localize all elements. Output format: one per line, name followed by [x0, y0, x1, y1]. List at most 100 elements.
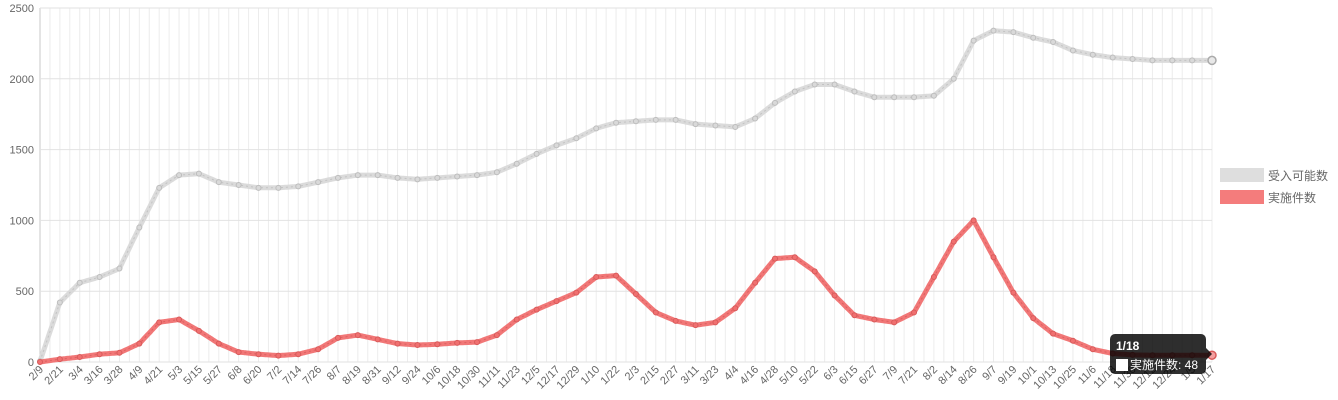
x-tick-label: 2/15 [638, 364, 662, 388]
data-point [712, 319, 719, 326]
x-axis-tick-labels: 2/92/21 3/43/163/28 4/94/21 5/35/155/27 6/86… [27, 364, 1218, 392]
legend-label-capacity: 受入可能数 [1268, 168, 1329, 183]
data-point [176, 316, 183, 323]
data-point [533, 306, 540, 313]
tooltip-title: 1/18 [1116, 339, 1140, 353]
data-point [851, 312, 858, 319]
data-point [970, 37, 977, 44]
data-point [414, 342, 421, 349]
data-point [116, 349, 123, 356]
data-point [990, 254, 997, 261]
capacity-end-point [1207, 55, 1217, 66]
x-tick-label: 9/24 [400, 364, 424, 388]
series-1 [37, 217, 1215, 365]
legend-swatch-performed [1220, 190, 1264, 204]
data-point [613, 119, 620, 126]
data-point [315, 179, 322, 186]
legend-item-capacity[interactable]: 受入可能数 [1220, 164, 1328, 186]
data-point [613, 272, 620, 279]
series-line [37, 28, 1215, 364]
data-point [692, 121, 699, 128]
x-tick-label: 1/10 [579, 364, 603, 388]
data-point [1169, 57, 1176, 64]
legend-label-performed: 実施件数 [1268, 190, 1317, 205]
x-tick-label: 8/19 [340, 364, 364, 388]
x-tick-label: 9/19 [996, 364, 1020, 388]
x-tick-label: 11/23 [495, 364, 522, 391]
data-point [315, 346, 322, 353]
data-point [136, 340, 143, 347]
data-point [56, 299, 63, 306]
data-point [652, 116, 659, 123]
data-point [374, 172, 381, 179]
data-point [911, 309, 918, 316]
data-point [990, 27, 997, 34]
legend-item-performed[interactable]: 実施件数 [1220, 186, 1328, 208]
data-point [891, 94, 898, 101]
x-tick-label: 10/30 [455, 364, 483, 392]
data-point [573, 135, 580, 142]
data-point [771, 99, 778, 106]
data-point [235, 349, 242, 356]
data-point [791, 88, 798, 95]
data-point [215, 340, 222, 347]
data-point [454, 339, 461, 346]
x-tick-label: 7/26 [301, 364, 325, 388]
x-tick-label: 4/21 [142, 364, 166, 388]
data-point [553, 142, 560, 149]
data-point [394, 340, 401, 347]
x-tick-label: 3/11 [679, 364, 702, 387]
data-point [176, 172, 183, 179]
y-tick-label: 0 [28, 357, 34, 369]
data-point [255, 351, 262, 358]
data-point [374, 336, 381, 343]
data-point [96, 274, 103, 281]
data-point [354, 332, 361, 339]
data-point [434, 174, 441, 181]
data-point [692, 322, 699, 329]
data-point [454, 173, 461, 180]
x-tick-label: 8/31 [360, 364, 384, 388]
x-tick-label: 6/27 [857, 364, 881, 388]
data-point [950, 238, 957, 245]
x-tick-label: 2/21 [42, 364, 66, 388]
data-point [553, 298, 560, 305]
series-layer [37, 27, 1217, 365]
data-point [930, 92, 937, 99]
data-point [672, 116, 679, 123]
data-point [434, 341, 441, 348]
tooltip-row: 実施件数: 48 [1116, 356, 1198, 373]
data-point [1050, 38, 1057, 45]
data-point [255, 184, 262, 191]
tooltip-color-swatch [1116, 358, 1128, 371]
x-tick-label: 6/20 [241, 364, 265, 388]
data-point [970, 217, 977, 224]
tooltip-label: 実施件数: 48 [1130, 358, 1199, 372]
data-point [1129, 55, 1136, 62]
data-point [215, 179, 222, 186]
x-tick-label: 8/14 [936, 364, 960, 388]
data-point [871, 316, 878, 323]
data-point [156, 184, 163, 191]
data-point [831, 292, 838, 299]
data-point [632, 291, 639, 298]
data-point [235, 182, 242, 188]
data-point [672, 317, 679, 324]
data-point [474, 172, 481, 179]
data-point [493, 332, 500, 339]
data-point [712, 122, 719, 129]
data-point [930, 274, 937, 281]
y-tick-label: 1500 [10, 145, 34, 157]
legend-swatch-capacity [1220, 168, 1264, 182]
data-point [116, 265, 123, 272]
data-point [56, 356, 63, 363]
data-point [1069, 47, 1076, 54]
x-tick-label: 5/22 [797, 364, 821, 388]
data-point [533, 150, 540, 157]
x-tick-label: 6/15 [837, 364, 861, 388]
data-point [652, 309, 659, 316]
x-tick-label: 5/27 [201, 364, 225, 388]
data-point [1089, 51, 1096, 58]
data-point [156, 319, 163, 326]
x-tick-label: 3/23 [698, 364, 722, 388]
